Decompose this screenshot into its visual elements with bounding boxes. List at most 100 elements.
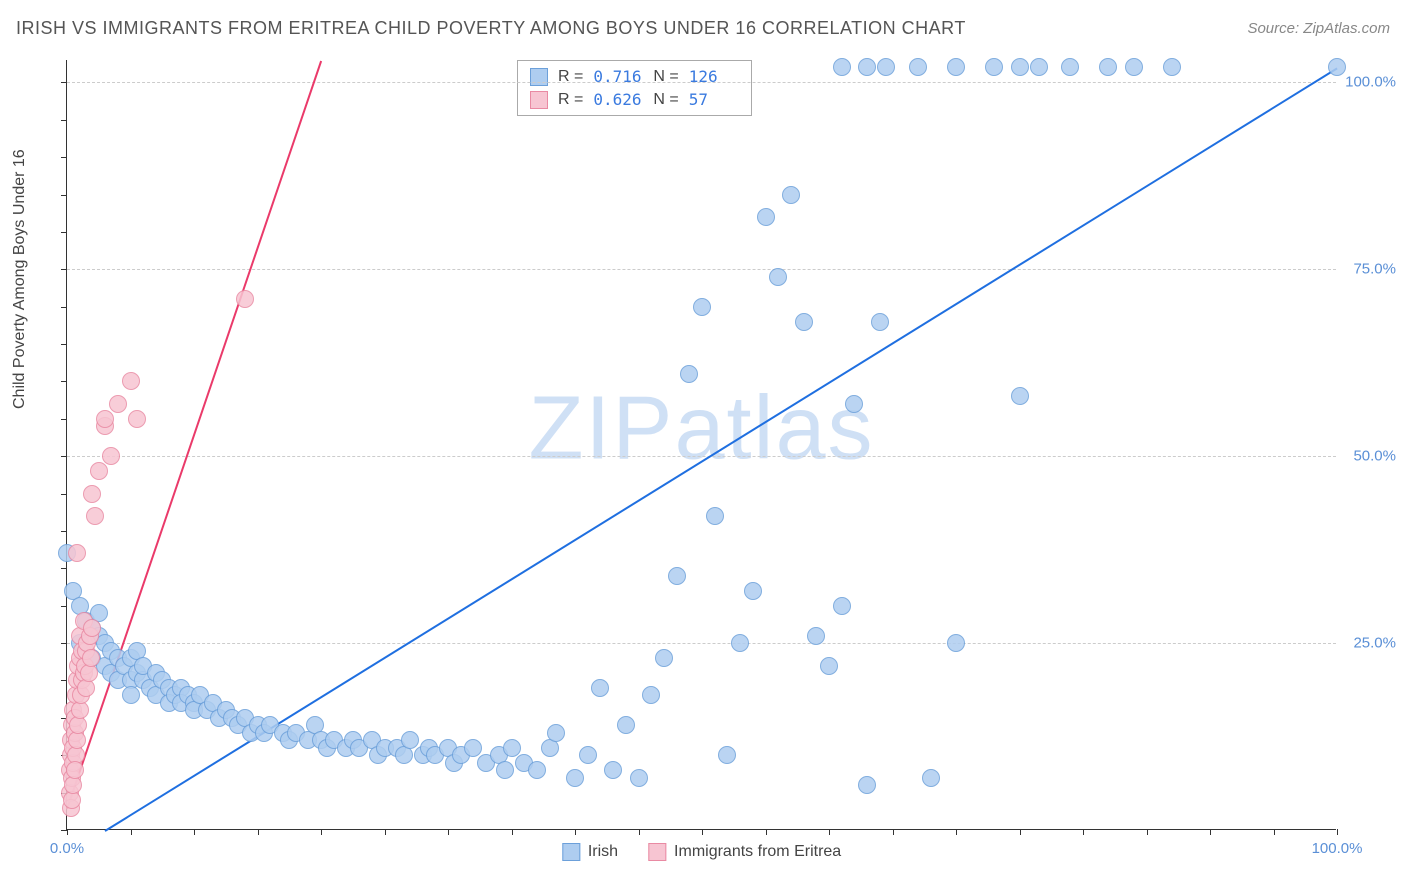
data-point: [706, 507, 724, 525]
x-tick: [512, 829, 513, 835]
x-tick: [448, 829, 449, 835]
data-point: [833, 597, 851, 615]
data-point: [642, 686, 660, 704]
y-tick: [61, 82, 67, 83]
y-tick: [61, 568, 67, 569]
y-tick: [61, 531, 67, 532]
data-point: [401, 731, 419, 749]
data-point: [820, 657, 838, 675]
data-point: [1125, 58, 1143, 76]
data-point: [1099, 58, 1117, 76]
data-point: [655, 649, 673, 667]
y-tick-label: 50.0%: [1353, 448, 1396, 465]
data-point: [845, 395, 863, 413]
data-point: [795, 313, 813, 331]
y-tick-label: 100.0%: [1345, 74, 1396, 91]
x-tick-label: 100.0%: [1312, 840, 1363, 857]
x-tick: [131, 829, 132, 835]
data-point: [591, 679, 609, 697]
legend-label-eritrea: Immigrants from Eritrea: [674, 843, 841, 861]
x-tick: [956, 829, 957, 835]
data-point: [566, 769, 584, 787]
y-axis-label: Child Poverty Among Boys Under 16: [11, 149, 29, 409]
stats-row-eritrea: R = 0.626 N = 57: [530, 88, 739, 111]
x-tick: [829, 829, 830, 835]
data-point: [102, 447, 120, 465]
x-tick: [702, 829, 703, 835]
data-point: [122, 372, 140, 390]
x-tick: [258, 829, 259, 835]
x-tick: [1274, 829, 1275, 835]
data-point: [858, 58, 876, 76]
data-point: [757, 208, 775, 226]
x-tick: [1210, 829, 1211, 835]
y-tick: [61, 381, 67, 382]
x-tick: [385, 829, 386, 835]
r-value-eritrea: 0.626: [593, 90, 643, 109]
y-tick: [61, 344, 67, 345]
data-point: [547, 724, 565, 742]
data-point: [1030, 58, 1048, 76]
data-point: [922, 769, 940, 787]
data-point: [83, 485, 101, 503]
data-point: [947, 634, 965, 652]
y-tick: [61, 195, 67, 196]
y-tick: [61, 456, 67, 457]
x-tick-label: 0.0%: [50, 840, 84, 857]
y-tick: [61, 307, 67, 308]
data-point: [858, 776, 876, 794]
y-tick: [61, 643, 67, 644]
gridline: [67, 82, 1336, 83]
data-point: [66, 761, 84, 779]
data-point: [96, 410, 114, 428]
y-tick: [61, 606, 67, 607]
x-tick: [1083, 829, 1084, 835]
y-tick: [61, 830, 67, 831]
data-point: [1011, 387, 1029, 405]
data-point: [630, 769, 648, 787]
data-point: [1328, 58, 1346, 76]
chart-plot-area: ZIPatlas R = 0.716 N = 126 R = 0.626 N =…: [66, 60, 1336, 830]
y-tick: [61, 157, 67, 158]
data-point: [909, 58, 927, 76]
data-point: [871, 313, 889, 331]
data-point: [1163, 58, 1181, 76]
y-tick: [61, 269, 67, 270]
y-tick: [61, 419, 67, 420]
data-point: [1011, 58, 1029, 76]
data-point: [83, 619, 101, 637]
regression-line: [105, 68, 1338, 832]
data-point: [68, 544, 86, 562]
data-point: [718, 746, 736, 764]
data-point: [731, 634, 749, 652]
legend-item-irish: Irish: [562, 843, 618, 861]
data-point: [128, 410, 146, 428]
y-tick: [61, 120, 67, 121]
data-point: [680, 365, 698, 383]
data-point: [782, 186, 800, 204]
data-point: [744, 582, 762, 600]
y-tick: [61, 680, 67, 681]
gridline: [67, 456, 1336, 457]
data-point: [693, 298, 711, 316]
data-point: [807, 627, 825, 645]
data-point: [769, 268, 787, 286]
data-point: [1061, 58, 1079, 76]
legend: Irish Immigrants from Eritrea: [562, 843, 841, 861]
data-point: [464, 739, 482, 757]
header: IRISH VS IMMIGRANTS FROM ERITREA CHILD P…: [16, 18, 1390, 39]
data-point: [833, 58, 851, 76]
gridline: [67, 643, 1336, 644]
correlation-stats-box: R = 0.716 N = 126 R = 0.626 N = 57: [517, 60, 752, 116]
x-tick: [1337, 829, 1338, 835]
legend-item-eritrea: Immigrants from Eritrea: [648, 843, 841, 861]
data-point: [109, 395, 127, 413]
x-tick: [67, 829, 68, 835]
stats-row-irish: R = 0.716 N = 126: [530, 65, 739, 88]
data-point: [617, 716, 635, 734]
x-tick: [1020, 829, 1021, 835]
swatch-irish-legend: [562, 843, 580, 861]
x-tick: [194, 829, 195, 835]
data-point: [122, 686, 140, 704]
swatch-eritrea-legend: [648, 843, 666, 861]
